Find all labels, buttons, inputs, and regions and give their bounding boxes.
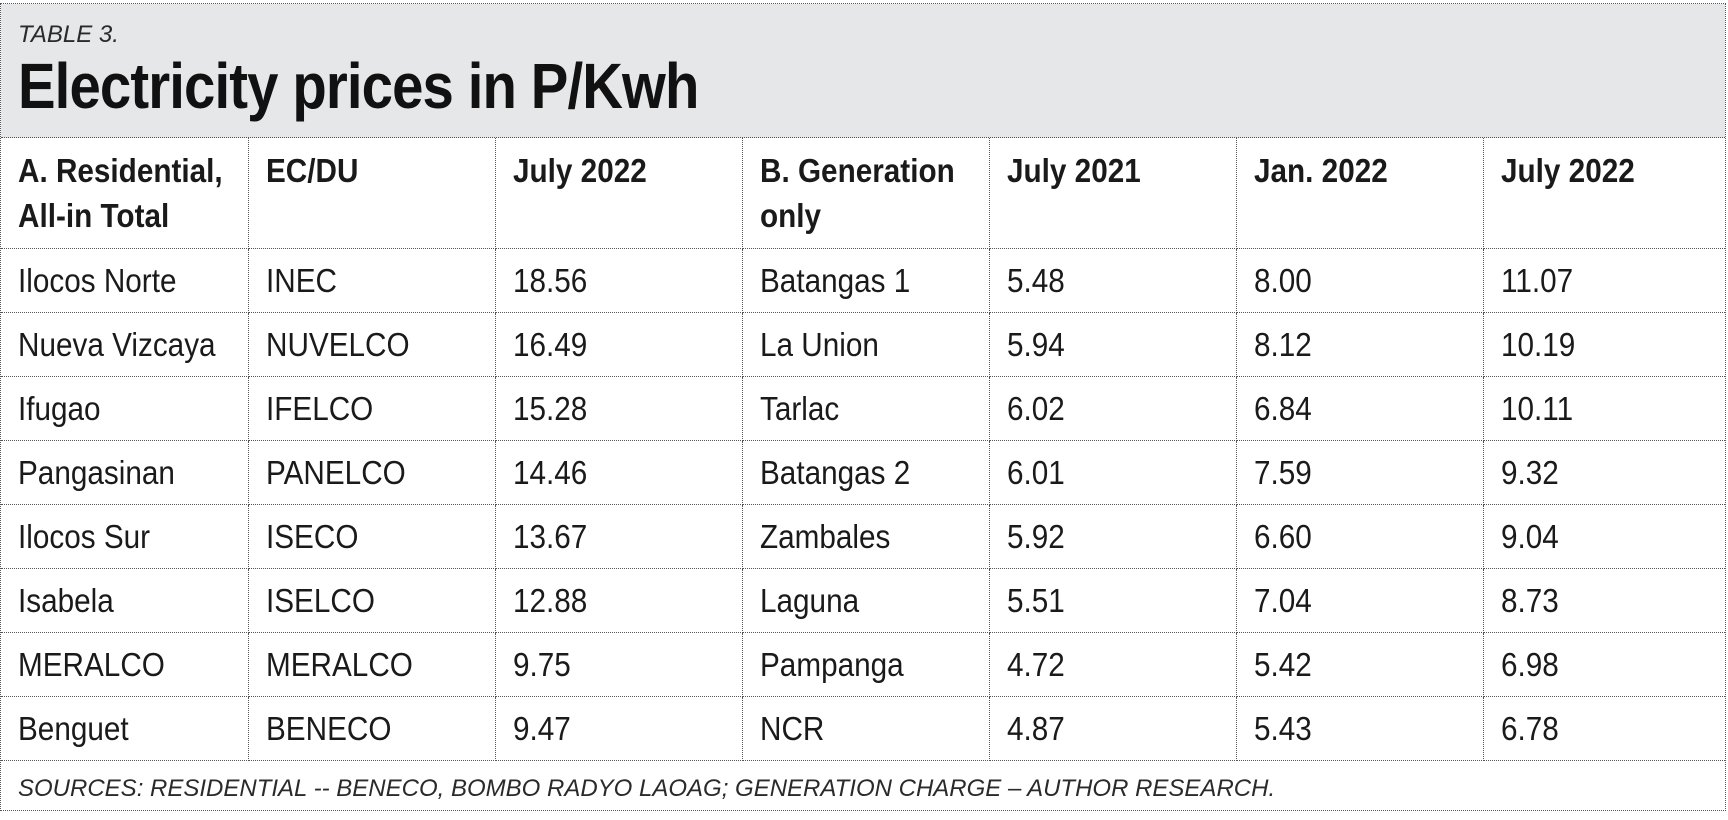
- table-row: Benguet BENECO 9.47 NCR 4.87 5.43 6.78: [1, 696, 1725, 761]
- table-cell: NCR: [742, 696, 990, 761]
- table-cell: 8.12: [1236, 312, 1484, 377]
- table-cell: Batangas 2: [742, 440, 990, 505]
- table-cell: 5.94: [989, 312, 1237, 377]
- table-cell: 5.51: [989, 568, 1237, 633]
- table-cell: ISELCO: [248, 568, 496, 633]
- table-cell: NUVELCO: [248, 312, 496, 377]
- table-cell: 14.46: [495, 440, 743, 505]
- table-cell: MERALCO: [248, 632, 496, 697]
- table-cell: 15.28: [495, 376, 743, 441]
- table-cell: 9.32: [1483, 440, 1725, 505]
- table-cell: 5.42: [1236, 632, 1484, 697]
- table-cell: 7.59: [1236, 440, 1484, 505]
- table-cell: Zambales: [742, 504, 990, 569]
- table-cell: 11.07: [1483, 248, 1725, 313]
- table-cell: PANELCO: [248, 440, 496, 505]
- table-cell: Laguna: [742, 568, 990, 633]
- table-header: TABLE 3. Electricity prices in P/Kwh: [1, 4, 1725, 138]
- table-row: Nueva Vizcaya NUVELCO 16.49 La Union 5.9…: [1, 312, 1725, 377]
- table-cell: Batangas 1: [742, 248, 990, 313]
- table-row: Ifugao IFELCO 15.28 Tarlac 6.02 6.84 10.…: [1, 376, 1725, 441]
- table-figure: TABLE 3. Electricity prices in P/Kwh A. …: [0, 3, 1726, 811]
- table-cell: 12.88: [495, 568, 743, 633]
- column-header-ec-du: EC/DU: [248, 138, 496, 249]
- table-cell: 6.01: [989, 440, 1237, 505]
- table-cell: 7.04: [1236, 568, 1484, 633]
- table-cell: 5.92: [989, 504, 1237, 569]
- table-cell: BENECO: [248, 696, 496, 761]
- table-cell: IFELCO: [248, 376, 496, 441]
- table-cell: 6.84: [1236, 376, 1484, 441]
- table-cell: Isabela: [1, 568, 249, 633]
- column-header-generation-july-2021: July 2021: [989, 138, 1237, 249]
- column-header-generation-july-2022: July 2022: [1483, 138, 1725, 249]
- column-header-residential-area: A. Residential, All-in Total: [1, 138, 249, 249]
- table-cell: Ifugao: [1, 376, 249, 441]
- table-cell: 8.00: [1236, 248, 1484, 313]
- sources-note: SOURCES: RESIDENTIAL -- BENECO, BOMBO RA…: [18, 774, 1276, 802]
- table-cell: 6.78: [1483, 696, 1725, 761]
- table-cell: 18.56: [495, 248, 743, 313]
- table-cell: 9.04: [1483, 504, 1725, 569]
- table-cell: Pampanga: [742, 632, 990, 697]
- table-cell: ISECO: [248, 504, 496, 569]
- table-cell: 6.98: [1483, 632, 1725, 697]
- table-cell: 9.75: [495, 632, 743, 697]
- table-cell: 4.72: [989, 632, 1237, 697]
- table-cell: 4.87: [989, 696, 1237, 761]
- table-cell: Ilocos Norte: [1, 248, 249, 313]
- table-row: Pangasinan PANELCO 14.46 Batangas 2 6.01…: [1, 440, 1725, 505]
- table-row: Ilocos Norte INEC 18.56 Batangas 1 5.48 …: [1, 248, 1725, 313]
- table-number-label: TABLE 3.: [18, 21, 119, 48]
- table-row: MERALCO MERALCO 9.75 Pampanga 4.72 5.42 …: [1, 632, 1725, 697]
- table-cell: La Union: [742, 312, 990, 377]
- table-cell: MERALCO: [1, 632, 249, 697]
- table-cell: 13.67: [495, 504, 743, 569]
- table-cell: 6.60: [1236, 504, 1484, 569]
- table-cell: Nueva Vizcaya: [1, 312, 249, 377]
- column-header-generation-jan-2022: Jan. 2022: [1236, 138, 1484, 249]
- table-title: Electricity prices in P/Kwh: [18, 50, 699, 122]
- table-row: Isabela ISELCO 12.88 Laguna 5.51 7.04 8.…: [1, 568, 1725, 633]
- table-cell: 5.48: [989, 248, 1237, 313]
- prices-table: A. Residential, All-in Total EC/DU July …: [1, 138, 1725, 761]
- table-cell: 9.47: [495, 696, 743, 761]
- column-header-generation-area: B. Generation only: [742, 138, 990, 249]
- table-cell: INEC: [248, 248, 496, 313]
- table-cell: Pangasinan: [1, 440, 249, 505]
- table-cell: Ilocos Sur: [1, 504, 249, 569]
- table-cell: 8.73: [1483, 568, 1725, 633]
- table-cell: 16.49: [495, 312, 743, 377]
- header-row: A. Residential, All-in Total EC/DU July …: [1, 138, 1725, 249]
- table-cell: 5.43: [1236, 696, 1484, 761]
- table-cell: 10.11: [1483, 376, 1725, 441]
- table-cell: Benguet: [1, 696, 249, 761]
- column-header-residential-july-2022: July 2022: [495, 138, 743, 249]
- table-cell: 6.02: [989, 376, 1237, 441]
- table-cell: Tarlac: [742, 376, 990, 441]
- table-cell: 10.19: [1483, 312, 1725, 377]
- table-row: Ilocos Sur ISECO 13.67 Zambales 5.92 6.6…: [1, 504, 1725, 569]
